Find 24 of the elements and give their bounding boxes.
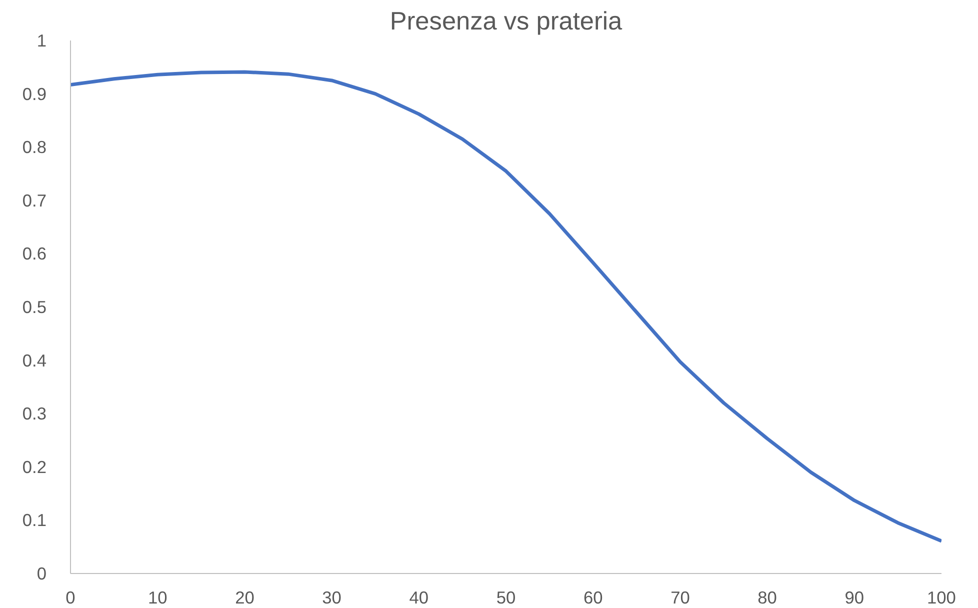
y-tick-label: 0.6 [22,244,47,264]
x-tick-label: 100 [927,588,956,608]
x-tick-label: 30 [322,588,342,608]
y-tick-label: 0.7 [22,190,47,210]
y-tick-label: 0.1 [22,510,47,530]
y-tick-label: 0.4 [22,350,47,370]
x-tick-label: 10 [148,588,168,608]
line-series [70,70,942,543]
y-tick-label: 0.5 [22,297,47,317]
x-tick-label: 90 [844,588,864,608]
x-tick-label: 0 [66,588,76,608]
x-tick-label: 70 [670,588,690,608]
x-tick-label: 80 [758,588,777,608]
y-tick-label: 0.8 [22,137,47,158]
y-tick-label: 0.2 [22,456,47,477]
y-tick-label: 1 [36,30,47,50]
y-tick-label: 0.3 [22,404,47,424]
x-tick-label: 50 [496,588,516,608]
x-tick-label: 60 [583,588,603,608]
chart-title: Presenza vs prateria [390,8,624,36]
y-tick-label: 0 [36,564,47,584]
x-tick-label: 40 [409,588,429,608]
x-tick-label: 20 [235,588,254,608]
y-tick-label: 0.9 [22,84,47,104]
